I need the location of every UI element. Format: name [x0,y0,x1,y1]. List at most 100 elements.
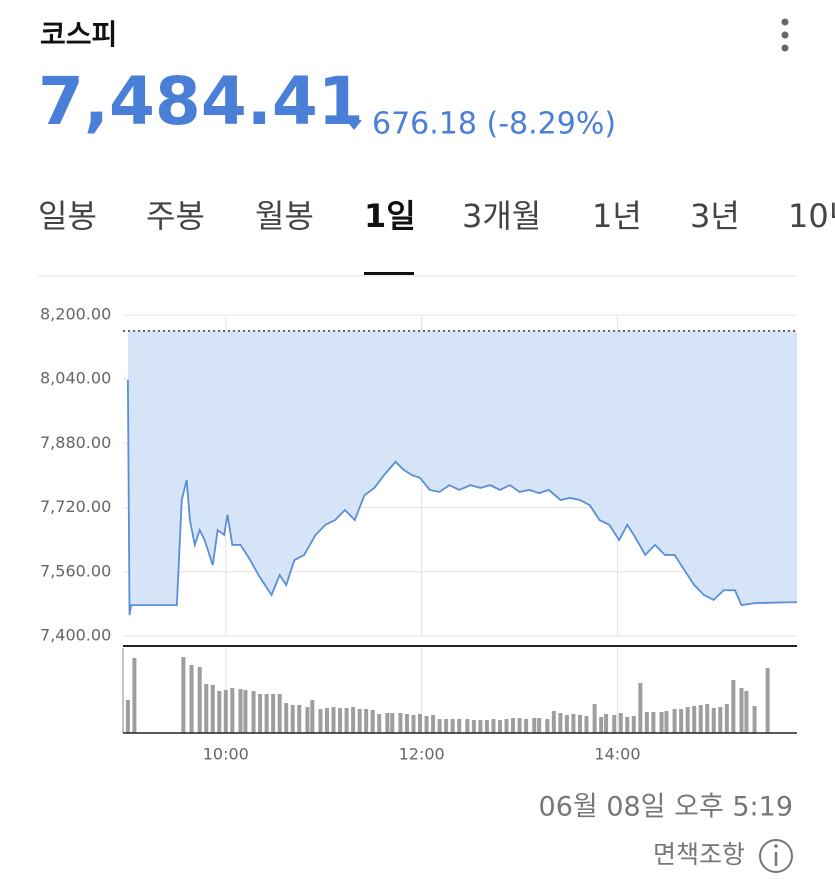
volume-bar [264,694,269,733]
volume-bar [390,713,395,733]
volume-bar [223,690,228,733]
volume-bar [524,719,529,733]
volume-bar [644,712,649,733]
volume-bar [491,719,496,733]
tab[interactable]: 3개월 [462,197,541,235]
volume-bar [679,709,684,733]
volume-bar [484,720,489,733]
volume-bar [731,680,736,733]
volume-bar [344,708,349,733]
x-tick-label: 14:00 [594,745,640,764]
volume-bar [718,707,723,733]
tab[interactable]: 10년 [788,197,835,235]
volume-bar [685,707,690,733]
tab[interactable]: 월봉 [255,197,314,235]
volume-bar [338,708,343,733]
volume-bar [238,689,243,733]
volume-bar [739,688,744,733]
volume-bar [664,711,669,733]
volume-bar [431,715,436,733]
volume-bar [305,707,310,733]
tab-underline [364,272,414,275]
volume-bar [404,714,409,733]
tab[interactable]: 1년 [592,197,642,235]
volume-bar [370,710,375,733]
volume-bar [672,709,677,733]
volume-bar [692,706,697,733]
volume-bar [698,705,703,733]
volume-bar [424,716,429,733]
change: 676.18 (-8.29%) [372,107,616,142]
volume-bar [465,719,470,733]
volume-bar [230,688,235,733]
area [127,330,798,616]
volume-bar [364,709,369,733]
volume-bar [511,718,516,733]
volume-bar [377,714,382,733]
y-tick-label: 8,200.00 [40,305,111,324]
volume-bar [331,707,336,733]
info-icon[interactable] [759,839,793,873]
volume-bar [418,714,423,733]
volume-bar [217,691,222,733]
volume-bar [258,694,263,733]
volume-bar [189,665,194,733]
tab[interactable]: 3년 [690,197,740,235]
volume-bar [744,691,749,733]
down-arrow [346,120,362,130]
volume-bar [592,704,597,733]
volume-bar [290,705,295,733]
volume-bar [564,715,569,733]
volume-bar [537,718,542,733]
title: 코스피 [40,18,117,51]
volume-bar [132,658,137,733]
volume-bar [398,713,403,733]
volume-bar [765,668,770,733]
volume-bar [357,709,362,733]
volume-bar [210,685,215,733]
tab[interactable]: 1일 [364,197,416,235]
volume-bar [558,713,563,733]
volume-bar [450,719,455,733]
volume-bar [625,717,630,733]
volume-bar [638,683,643,733]
y-tick-label: 8,040.00 [40,369,111,388]
volume-bar [125,700,130,733]
tab[interactable]: 주봉 [146,197,205,235]
timestamp: 06월 08일 오후 5:19 [539,792,793,823]
volume-bar [478,720,483,733]
more-menu[interactable] [781,18,789,52]
volume-bar [504,719,509,733]
volume-bar [385,713,390,733]
volume-bar [551,711,556,733]
volume-bar [584,716,589,733]
volume-bar [277,694,282,733]
volume-bar [618,713,623,733]
volume-bar [251,691,256,733]
volume-bar [752,706,757,733]
x-tick-label: 12:00 [399,745,445,764]
volume-bar [471,720,476,733]
volume-bar [631,716,636,733]
disclaimer[interactable]: 면책조항 [653,840,745,869]
volume-bar [437,719,442,733]
volume-bar [318,709,323,733]
y-tick-label: 7,880.00 [40,433,111,452]
volume-bar [181,657,186,733]
volume-bar [271,694,276,733]
volume-bar [604,714,609,733]
volume-bar [204,684,209,733]
volume-bar [284,703,289,733]
tab[interactable]: 일봉 [38,197,97,235]
volume-bar [517,718,522,733]
volume-bar [571,714,576,733]
volume-bar [711,708,716,733]
volume-bar [457,719,462,733]
volume-bar [651,712,656,733]
price-line [126,379,798,616]
y-tick-label: 7,400.00 [40,626,111,645]
volume-bar [310,700,315,733]
volume-bar [297,705,302,733]
price: 7,484.41 [38,63,364,140]
